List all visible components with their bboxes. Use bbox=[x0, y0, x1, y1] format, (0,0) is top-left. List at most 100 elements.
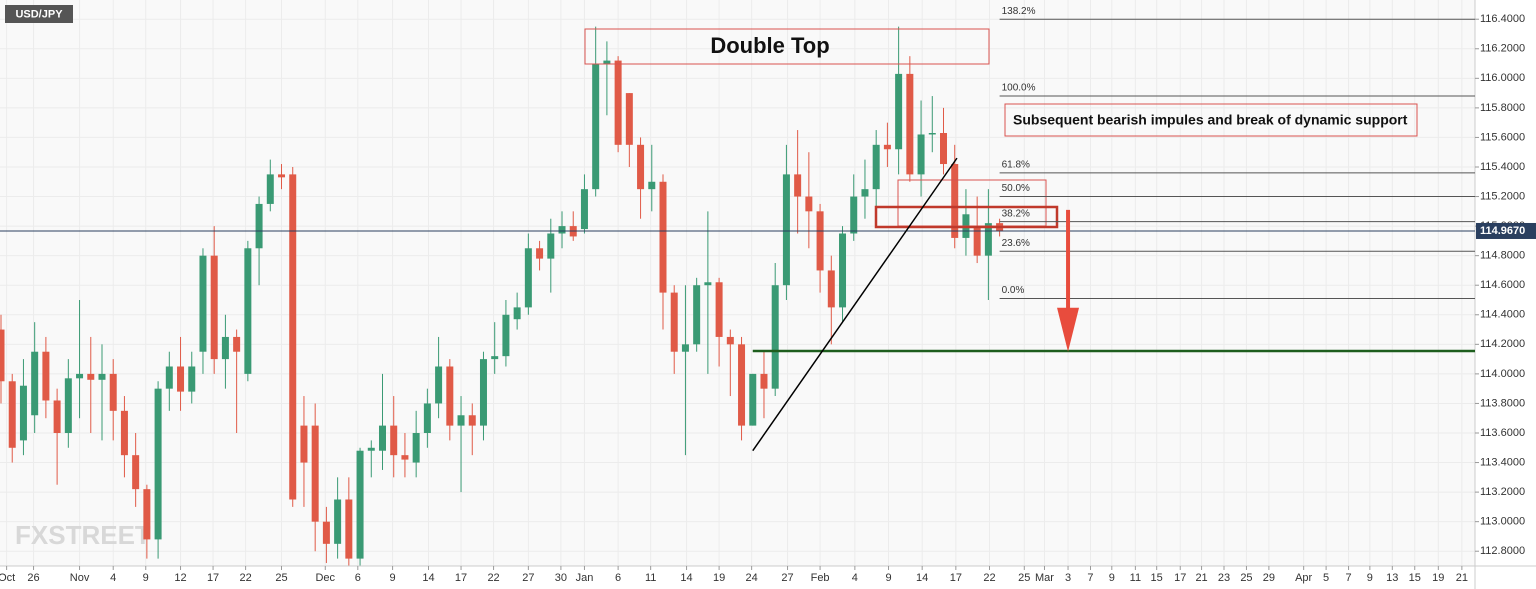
candle-body bbox=[31, 351, 39, 416]
x-tick-label: 25 bbox=[275, 572, 287, 584]
candle-body bbox=[87, 373, 95, 380]
candle-body bbox=[850, 196, 858, 234]
candle-body bbox=[289, 174, 297, 500]
x-tick-label: Feb bbox=[811, 572, 830, 584]
fib-label: 0.0% bbox=[1002, 285, 1025, 296]
x-tick-label: 7 bbox=[1345, 572, 1351, 584]
x-tick-label: Nov bbox=[70, 572, 90, 584]
x-tick-label: 17 bbox=[1174, 572, 1186, 584]
fib-label: 61.8% bbox=[1002, 160, 1030, 171]
candle-body bbox=[19, 385, 27, 441]
x-tick-label: 15 bbox=[1151, 572, 1163, 584]
marks bbox=[0, 26, 1004, 566]
candle-body bbox=[951, 164, 959, 238]
candle-body bbox=[367, 447, 375, 451]
candle-body bbox=[64, 378, 72, 433]
candle-body bbox=[356, 450, 364, 559]
fib-label: 100.0% bbox=[1002, 83, 1036, 94]
x-tick-label: 11 bbox=[645, 572, 656, 584]
candle-body bbox=[782, 174, 790, 286]
symbol-box bbox=[5, 5, 73, 23]
x-tick-label: 9 bbox=[1367, 572, 1373, 584]
candle-body bbox=[580, 189, 588, 230]
y-tick-label: 115.4000 bbox=[1480, 161, 1525, 173]
candle-body bbox=[704, 282, 712, 286]
x-tick-label: 6 bbox=[615, 572, 621, 584]
plot-background bbox=[0, 0, 1475, 566]
candle-body bbox=[513, 307, 521, 320]
candle-body bbox=[0, 329, 5, 382]
candle-body bbox=[917, 134, 925, 175]
candle-body bbox=[805, 196, 813, 212]
candle-body bbox=[670, 292, 678, 352]
candle-body bbox=[255, 203, 263, 249]
current-price-box bbox=[1476, 222, 1536, 239]
candle-body bbox=[861, 189, 869, 197]
y-tick-label: 115.8000 bbox=[1480, 102, 1525, 114]
fib-label: 23.6% bbox=[1002, 238, 1030, 249]
candle-body bbox=[536, 248, 544, 259]
x-tick-label: 12 bbox=[174, 572, 186, 584]
candle-body bbox=[984, 223, 992, 256]
x-tick-label: 25 bbox=[1240, 572, 1252, 584]
candle-body bbox=[693, 285, 701, 345]
annotation: Subsequent bearish impules and break of … bbox=[1013, 112, 1408, 128]
x-tick-label: 4 bbox=[852, 572, 858, 584]
candle-body bbox=[390, 425, 398, 456]
x-tick-label: 21 bbox=[1456, 572, 1468, 584]
candle-body bbox=[558, 226, 566, 234]
y-tick-label: 114.2000 bbox=[1480, 338, 1525, 350]
x-tick-label: 17 bbox=[950, 572, 962, 584]
candle-body bbox=[547, 233, 555, 259]
fib-label: 138.2% bbox=[1002, 6, 1036, 17]
candle-body bbox=[771, 285, 779, 389]
y-tick-label: 116.4000 bbox=[1480, 13, 1525, 25]
candle-body bbox=[625, 93, 633, 145]
y-tick-label: 112.8000 bbox=[1480, 545, 1525, 557]
x-tick-label: 6 bbox=[355, 572, 361, 584]
x-tick-label: 7 bbox=[1087, 572, 1093, 584]
x-tick-label: 22 bbox=[983, 572, 995, 584]
candle-body bbox=[940, 133, 948, 165]
candle-body bbox=[322, 521, 330, 544]
candle-body bbox=[827, 270, 835, 308]
x-tick-label: Jan bbox=[576, 572, 594, 584]
candle-body bbox=[109, 373, 117, 411]
candle-body bbox=[8, 381, 16, 448]
candle-body bbox=[637, 144, 645, 190]
candle-body bbox=[603, 60, 611, 64]
x-tick-label: 22 bbox=[239, 572, 251, 584]
x-tick-label: 17 bbox=[207, 572, 219, 584]
candle-body bbox=[334, 499, 342, 544]
y-tick-label: 114.8000 bbox=[1480, 250, 1525, 262]
y-tick-label: 114.6000 bbox=[1480, 279, 1525, 291]
candle-body bbox=[221, 336, 229, 360]
x-tick-label: 11 bbox=[1130, 572, 1141, 584]
y-tick-label: 113.4000 bbox=[1480, 456, 1525, 468]
candle-body bbox=[659, 181, 667, 293]
candle-body bbox=[760, 373, 768, 389]
candle-body bbox=[681, 344, 689, 352]
x-tick-label: 26 bbox=[27, 572, 39, 584]
x-tick-label: Oct bbox=[0, 572, 15, 584]
x-tick-label: 24 bbox=[746, 572, 758, 584]
candle-body bbox=[738, 344, 746, 426]
fib-label: 38.2% bbox=[1002, 208, 1030, 219]
candle-body bbox=[165, 366, 173, 389]
candle-body bbox=[98, 373, 106, 380]
candle-body bbox=[715, 282, 723, 337]
x-tick-label: 27 bbox=[781, 572, 793, 584]
y-tick-label: 115.2000 bbox=[1480, 190, 1525, 202]
candle-body bbox=[76, 373, 84, 379]
y-tick-label: 114.4000 bbox=[1480, 309, 1525, 321]
candle-body bbox=[895, 73, 903, 150]
x-tick-label: 9 bbox=[143, 572, 149, 584]
candle-body bbox=[143, 489, 151, 540]
candle-body bbox=[479, 359, 487, 426]
x-tick-label: 4 bbox=[110, 572, 116, 584]
candle-body bbox=[614, 60, 622, 145]
symbol: USD/JPY bbox=[15, 8, 63, 20]
candle-body bbox=[423, 403, 431, 433]
candle-body bbox=[132, 455, 140, 490]
